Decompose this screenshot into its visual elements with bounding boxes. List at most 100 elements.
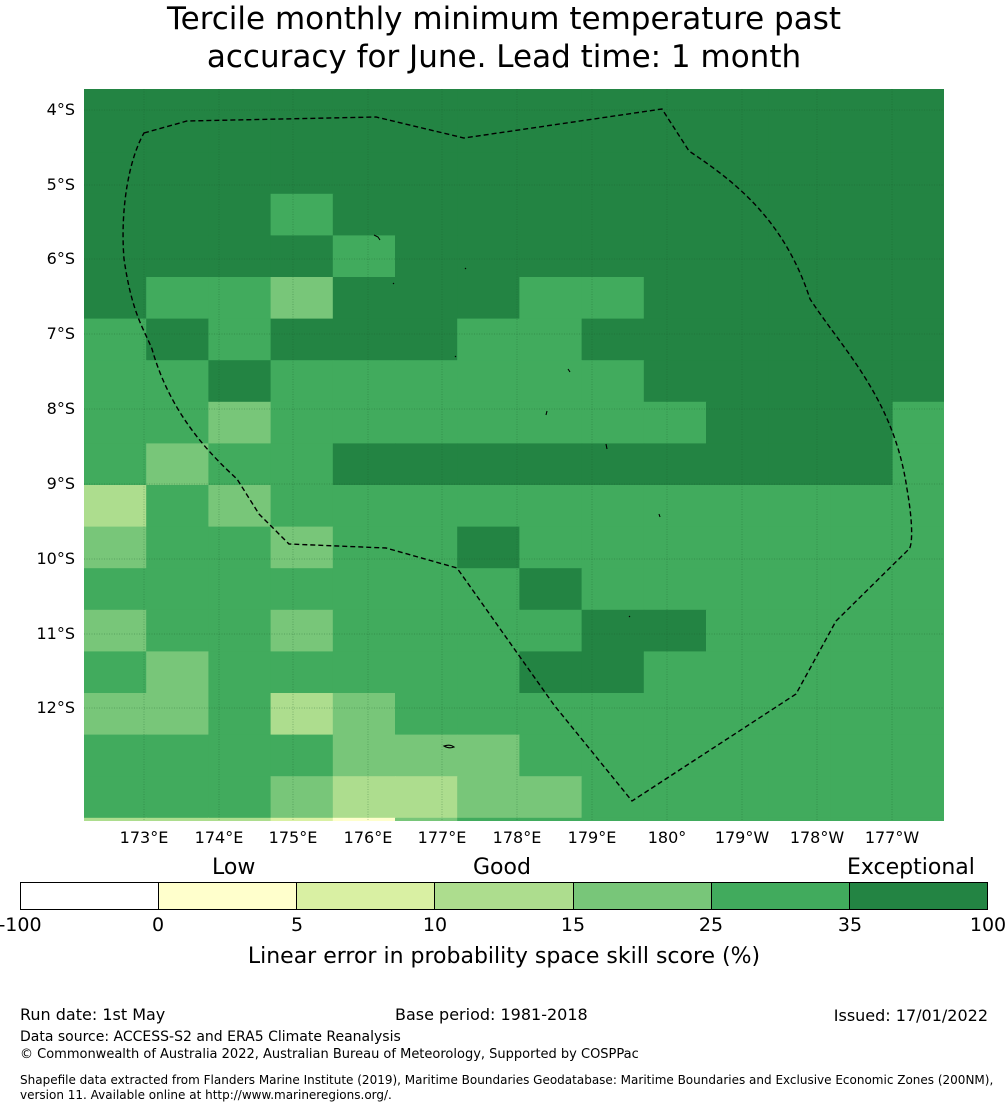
- colorbar-tick-neg100: -100: [0, 914, 42, 936]
- skill-cell: [395, 235, 458, 278]
- skill-cell: [519, 734, 583, 777]
- skill-cell: [270, 651, 334, 694]
- skill-cell: [581, 401, 645, 444]
- skill-cell: [581, 360, 645, 403]
- skill-cell: [830, 734, 894, 777]
- colorbar-label: Linear error in probability space skill …: [247, 944, 761, 969]
- skill-cell: [830, 443, 894, 486]
- skill-cell: [395, 193, 458, 236]
- skill-cell: [208, 152, 272, 195]
- skill-cell: [768, 651, 831, 694]
- skill-cell: [768, 193, 831, 236]
- skill-cell: [332, 360, 396, 403]
- skill-cell: [830, 110, 894, 153]
- skill-cell: [84, 277, 147, 320]
- skill-cell: [457, 89, 520, 112]
- skill-cell: [270, 609, 334, 652]
- colorbar-segment-5: [573, 883, 712, 909]
- skill-cell: [270, 526, 334, 569]
- skill-cell: [706, 360, 769, 403]
- skill-cell: [519, 443, 583, 486]
- skill-cell: [519, 318, 583, 361]
- skill-cell: [146, 817, 209, 821]
- skill-cell: [457, 401, 520, 444]
- skill-cell: [270, 89, 334, 112]
- skill-cell: [395, 89, 458, 112]
- skill-cell: [146, 734, 209, 777]
- y-label-11s: 11°S: [36, 624, 75, 643]
- y-label-5s: 5°S: [46, 175, 75, 194]
- skill-cell: [768, 152, 831, 195]
- x-label-176e: 176°E: [343, 828, 393, 847]
- category-low: Low: [212, 855, 256, 880]
- skill-cell: [84, 693, 147, 736]
- skill-cell: [892, 89, 944, 112]
- skill-cell: [892, 152, 944, 195]
- skill-cell: [208, 277, 272, 320]
- skill-map: [84, 89, 944, 821]
- skill-cell: [581, 485, 645, 528]
- colorbar-segment-6: [711, 883, 850, 909]
- skill-cell: [84, 193, 147, 236]
- skill-cell: [84, 110, 147, 153]
- skill-cell: [768, 609, 831, 652]
- skill-cell: [581, 277, 645, 320]
- y-label-4s: 4°S: [46, 100, 75, 119]
- category-exceptional: Exceptional: [847, 855, 975, 880]
- skill-cell: [457, 734, 520, 777]
- skill-cell: [892, 776, 944, 819]
- skill-cell: [395, 693, 458, 736]
- skill-cell: [581, 693, 645, 736]
- skill-cell: [457, 609, 520, 652]
- skill-cells: [84, 89, 944, 821]
- skill-cell: [581, 526, 645, 569]
- skill-cell: [84, 776, 147, 819]
- skill-cell: [581, 152, 645, 195]
- skill-cell: [581, 817, 645, 821]
- y-label-10s: 10°S: [36, 549, 75, 568]
- skill-cell: [208, 443, 272, 486]
- skill-cell: [519, 360, 583, 403]
- skill-cell: [395, 651, 458, 694]
- skill-cell: [332, 485, 396, 528]
- skill-cell: [643, 193, 707, 236]
- skill-cell: [457, 776, 520, 819]
- skill-cell: [332, 193, 396, 236]
- skill-cell: [332, 443, 396, 486]
- skill-cell: [457, 152, 520, 195]
- x-label-178w: 178°W: [789, 828, 845, 847]
- skill-cell: [457, 193, 520, 236]
- skill-cell: [84, 609, 147, 652]
- skill-cell: [146, 360, 209, 403]
- skill-cell: [208, 693, 272, 736]
- skill-cell: [706, 609, 769, 652]
- data-source: Data source: ACCESS-S2 and ERA5 Climate …: [20, 1029, 401, 1045]
- skill-cell: [208, 193, 272, 236]
- skill-map-svg: [84, 89, 944, 821]
- colorbar-segment-2: [159, 883, 298, 909]
- skill-cell: [270, 235, 334, 278]
- skill-cell: [892, 277, 944, 320]
- skill-cell: [519, 568, 583, 611]
- copyright: © Commonwealth of Australia 2022, Austra…: [20, 1047, 639, 1062]
- skill-cell: [706, 277, 769, 320]
- skill-cell: [892, 443, 944, 486]
- skill-cell: [706, 651, 769, 694]
- shapefile-credit-line-1: Shapefile data extracted from Flanders M…: [20, 1073, 994, 1087]
- skill-cell: [892, 401, 944, 444]
- skill-cell: [270, 568, 334, 611]
- skill-cell: [84, 485, 147, 528]
- skill-cell: [395, 776, 458, 819]
- colorbar-segment-4: [435, 883, 574, 909]
- colorbar-segment-3: [297, 883, 436, 909]
- skill-cell: [706, 817, 769, 821]
- skill-cell: [208, 776, 272, 819]
- skill-cell: [706, 734, 769, 777]
- shapefile-credit-line-2: version 11. Available online at http://w…: [20, 1088, 392, 1102]
- skill-cell: [457, 443, 520, 486]
- skill-cell: [146, 485, 209, 528]
- skill-cell: [830, 609, 894, 652]
- skill-cell: [208, 235, 272, 278]
- skill-cell: [395, 401, 458, 444]
- skill-cell: [208, 89, 272, 112]
